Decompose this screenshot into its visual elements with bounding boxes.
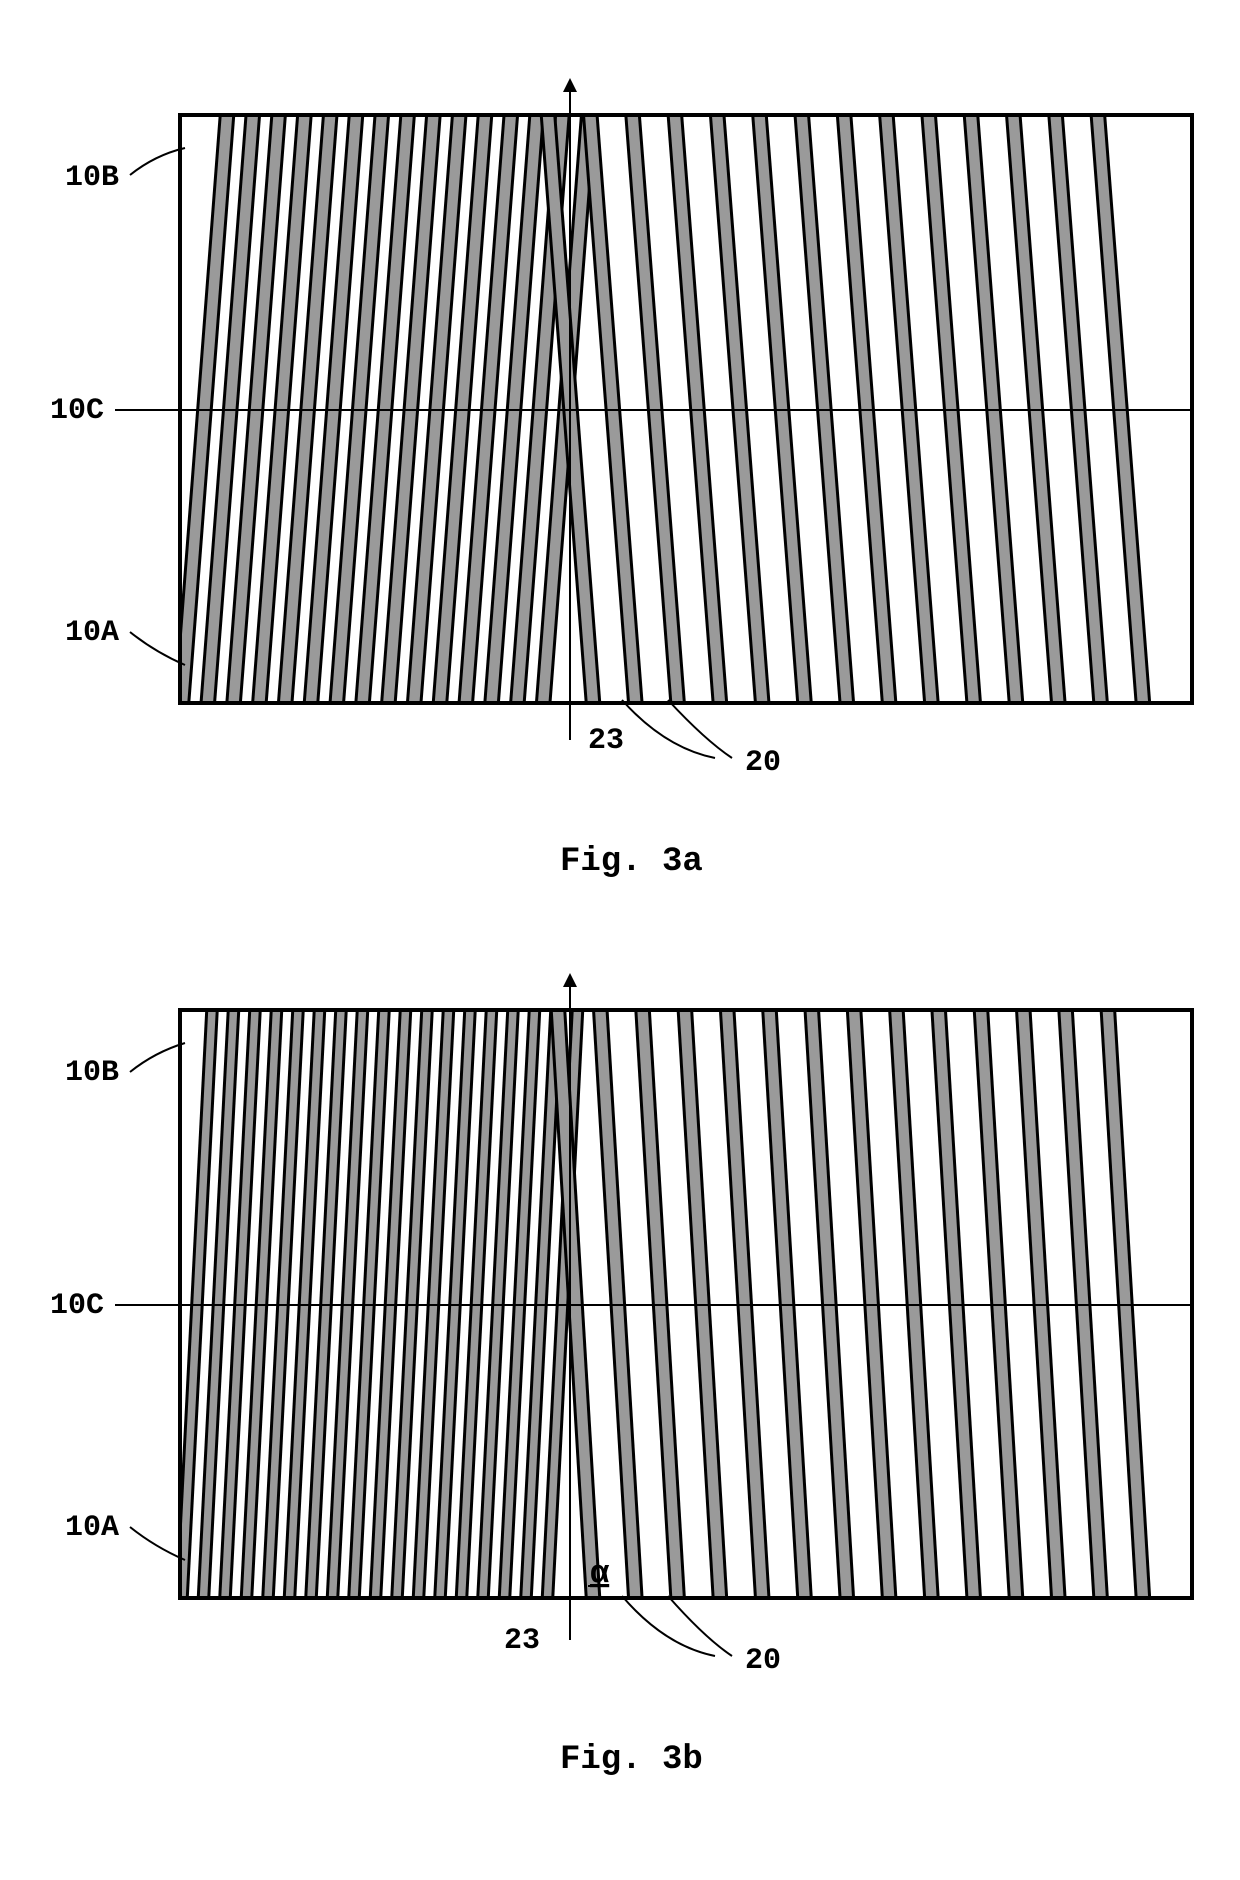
ref-label-20: 20 xyxy=(745,746,781,780)
ref-label: 10B xyxy=(65,1056,119,1090)
fig3b: 2310B10C10A20αFig. 3b xyxy=(0,930,1240,1779)
axis-label-23: 23 xyxy=(588,724,624,758)
ref-label-20: 20 xyxy=(745,1644,781,1678)
figure-caption: Fig. 3b xyxy=(560,1741,703,1779)
ref-label: 10A xyxy=(65,616,119,650)
figure-caption: Fig. 3a xyxy=(560,843,703,881)
ref-label: 10A xyxy=(65,1511,119,1545)
ref-label: 10C xyxy=(50,394,104,428)
fig3a: 23 10B 10C 10A 20 Fig. 3a xyxy=(0,35,1240,881)
ref-label: 10B xyxy=(65,161,119,195)
diagram-canvas: 2310B10C10A20Fig. 3a2310B10C10A20αFig. 3… xyxy=(0,0,1240,1880)
axis-label-23: 23 xyxy=(504,1624,540,1658)
ref-label: 10C xyxy=(50,1289,104,1323)
